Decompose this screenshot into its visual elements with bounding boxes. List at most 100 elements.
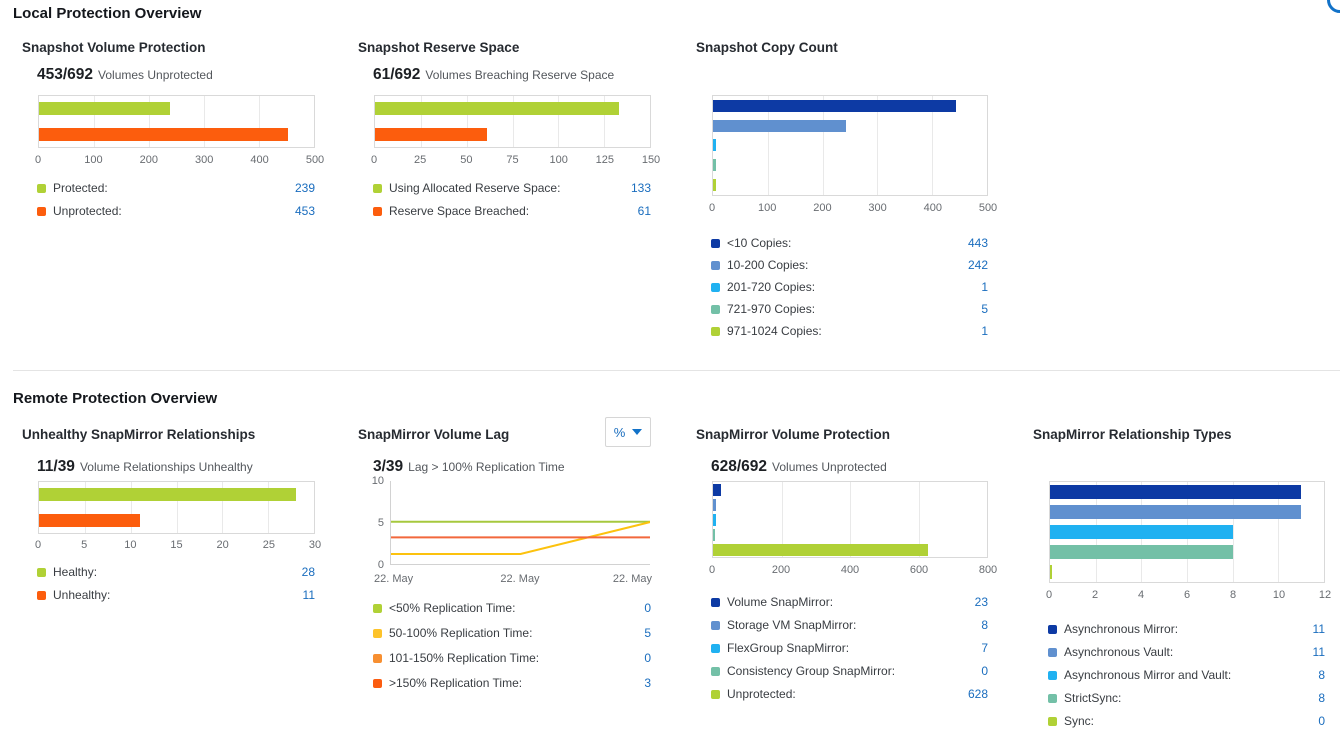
legend-value[interactable]: 5 [981,302,988,316]
headline-label: Volumes Breaching Reserve Space [425,68,615,82]
gridline [259,96,260,147]
chart-bar[interactable] [1050,565,1052,579]
legend-label: Asynchronous Vault: [1064,645,1174,659]
axis-tick-label: 5 [377,517,384,529]
chart-bar[interactable] [375,102,619,116]
axis-tick-label: 8 [1229,589,1237,601]
chart-legend: Using Allocated Reserve Space: 133 Reserve… [373,181,651,227]
axis-tick-label: 10 [1272,589,1286,601]
legend-swatch [711,304,720,314]
legend-value[interactable]: 7 [981,641,988,655]
chart-bar[interactable] [713,483,721,496]
legend-value[interactable]: 11 [1312,622,1325,636]
chart-bar[interactable] [39,127,289,141]
bar-series [1050,482,1324,582]
chart-bar[interactable] [713,498,716,511]
legend-swatch [37,590,46,600]
legend-value[interactable]: 242 [967,258,988,272]
axis-tick-label: 0 [370,154,378,166]
legend-value[interactable]: 453 [294,204,315,218]
legend-value[interactable]: 3 [644,676,651,690]
x-axis: 0 200 400 600 800 [709,564,997,577]
axis-tick-label: 400 [840,564,860,576]
chart-bar[interactable] [1050,545,1233,559]
legend-value[interactable]: 11 [302,588,315,602]
legend-label: Healthy: [53,565,98,579]
legend-label: Consistency Group SnapMirror: [727,664,896,678]
chart-legend: Asynchronous Mirror: 11 Asynchronous Vault… [1048,622,1325,737]
gridline [420,96,422,147]
gridline [94,96,95,147]
legend-value[interactable]: 11 [1312,645,1325,659]
legend-label: Unhealthy: [53,588,111,602]
chart-bar[interactable] [713,513,716,526]
legend-value[interactable]: 1 [981,280,988,294]
axis-tick-label: 15 [170,539,183,551]
legend-label: Unprotected: [53,204,122,218]
legend-value[interactable]: 0 [644,601,651,615]
axis-tick-label: 300 [195,154,214,166]
axis-tick-label: 800 [978,564,998,576]
chart-title: SnapMirror Volume Lag [358,427,510,442]
gridline [877,96,879,195]
axis-tick-label: 500 [978,202,998,214]
legend-value[interactable]: 133 [630,181,651,195]
chart-bar[interactable] [375,127,487,141]
axis-tick-label: 25 [414,154,427,166]
chart-bar[interactable] [1050,485,1302,499]
legend-item: 101-150% Replication Time: 0 [373,651,651,665]
chart-bar[interactable] [713,99,956,112]
chart-bar[interactable] [1050,525,1233,539]
chart-bar[interactable] [713,159,716,172]
legend-swatch [1048,716,1057,726]
legend-value[interactable]: 28 [301,565,315,579]
legend-value[interactable]: 61 [637,204,651,218]
legend-value[interactable]: 23 [974,595,988,609]
chart-bar[interactable] [713,179,716,192]
legend-value[interactable]: 239 [294,181,315,195]
legend-swatch [711,666,720,676]
chart-headline: 453/692 Volumes Unprotected [37,66,213,84]
chart-bar[interactable] [713,543,929,556]
legend-label: FlexGroup SnapMirror: [727,641,850,655]
legend-swatch [711,238,720,248]
chart-title: Snapshot Copy Count [696,40,838,55]
legend-item: Unprotected: 453 [37,204,315,218]
axis-tick-label: 0 [1045,589,1053,601]
legend-item: Asynchronous Mirror: 11 [1048,622,1325,636]
legend-value[interactable]: 5 [644,626,651,640]
axis-tick-label: 75 [506,154,519,166]
legend-swatch [37,183,46,193]
search-icon[interactable] [1327,0,1340,13]
legend-value[interactable]: 0 [981,664,988,678]
chart-bar[interactable] [713,119,846,132]
axis-tick-label: 12 [1318,589,1332,601]
chart-bar[interactable] [39,513,140,527]
gridline [932,96,934,195]
chart-bar[interactable] [713,528,715,541]
gridline [84,482,86,533]
legend-value[interactable]: 8 [1318,691,1325,705]
chart-bar[interactable] [39,488,296,502]
legend-label: <10 Copies: [727,236,792,250]
chart-bar[interactable] [713,139,716,152]
chart-bar[interactable] [39,102,171,116]
legend-value[interactable]: 0 [644,651,651,665]
legend-value[interactable]: 1 [981,324,988,338]
legend-value[interactable]: 8 [981,618,988,632]
legend-swatch [711,326,720,336]
legend-label: 971-1024 Copies: [727,324,822,338]
x-axis: 0 5 10 15 20 25 30 [35,539,321,552]
legend-swatch [711,260,720,270]
chart-bar[interactable] [1050,505,1302,519]
legend-value[interactable]: 628 [967,687,988,701]
legend-value[interactable]: 0 [1318,714,1325,728]
legend-value[interactable]: 443 [967,236,988,250]
headline-value: 61/692 [373,66,421,83]
gridline [466,96,468,147]
chart-line[interactable] [391,521,651,555]
unit-dropdown[interactable]: % [605,417,651,447]
gridline [1232,482,1234,582]
legend-item: Consistency Group SnapMirror: 0 [711,664,988,678]
legend-value[interactable]: 8 [1318,668,1325,682]
